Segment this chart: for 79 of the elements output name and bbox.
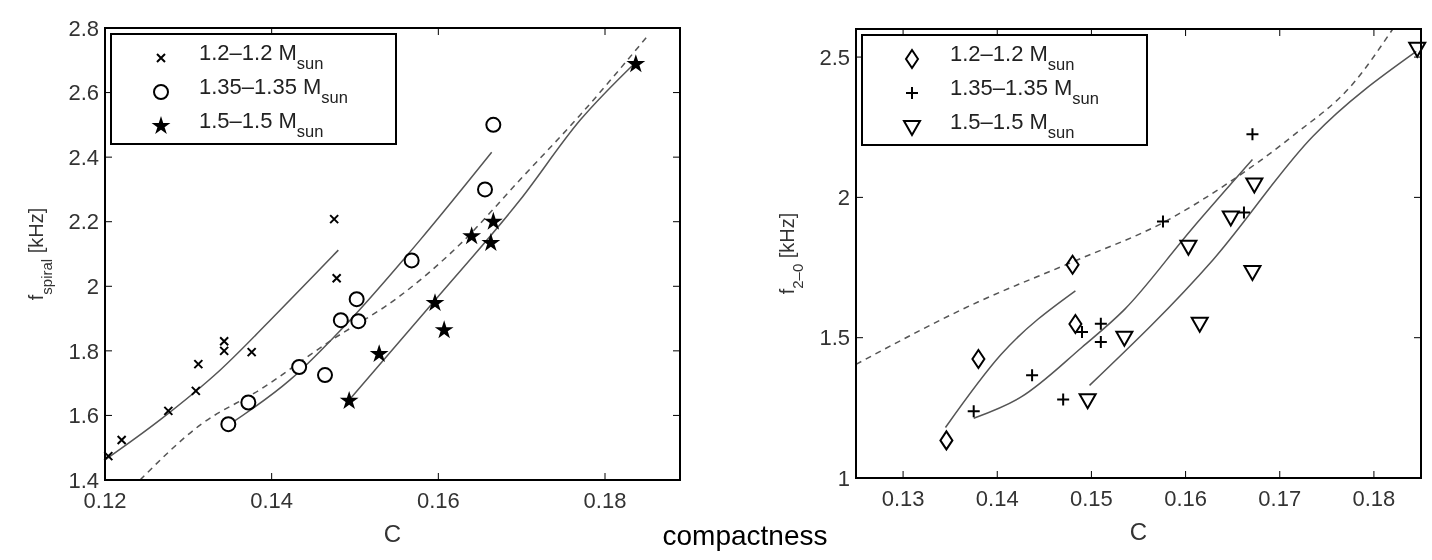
- y-tick-label: 2.8: [68, 15, 99, 41]
- point: [1093, 316, 1108, 331]
- point: [1078, 393, 1097, 410]
- point: [1025, 368, 1040, 383]
- x-tick-label: 0.15: [1070, 486, 1113, 511]
- line-series: [104, 249, 340, 461]
- point: [193, 359, 204, 370]
- point: [434, 320, 454, 339]
- point: [219, 345, 230, 356]
- point: [1236, 205, 1251, 220]
- y-tick-label: 2.2: [68, 209, 99, 235]
- point: [425, 293, 445, 312]
- y-tick-label: 2.5: [819, 44, 850, 70]
- x-tick-label: 0.16: [1164, 486, 1207, 511]
- point: [485, 116, 502, 133]
- point: [1065, 254, 1080, 275]
- point: [626, 54, 646, 73]
- y-tick-label: 1: [837, 465, 850, 491]
- x-tick-label: 0.14: [975, 486, 1019, 511]
- point: [1056, 392, 1071, 407]
- point: [1093, 334, 1108, 349]
- point: [350, 313, 367, 330]
- point: [329, 214, 340, 225]
- point: [116, 434, 127, 445]
- y-tick-label: 1.5: [819, 325, 850, 351]
- legend-label: 1.5–1.5 M$_{sun}$: [199, 108, 324, 140]
- legend-label: 1.2–1.2 M$_{sun}$: [950, 41, 1075, 73]
- point: [163, 405, 174, 416]
- x-axis-title: C: [1129, 518, 1148, 545]
- legend-label: 1.35–1.35 M$_{sun}$: [199, 74, 348, 106]
- point: [966, 404, 981, 419]
- point: [369, 344, 389, 363]
- x-tick-label: 0.16: [416, 488, 460, 513]
- point: [971, 349, 986, 370]
- point: [1190, 316, 1209, 333]
- point: [348, 291, 365, 308]
- point: [1408, 41, 1427, 58]
- point: [220, 416, 237, 433]
- point: [481, 233, 501, 252]
- legend-label: 1.2–1.2 M$_{sun}$: [199, 40, 324, 72]
- legend-label: 1.35–1.35 M$_{sun}$: [950, 75, 1099, 107]
- point: [317, 367, 333, 384]
- y-tick-label: 2.4: [68, 144, 99, 170]
- point: [483, 211, 503, 230]
- x-tick-label: 0.18: [1352, 486, 1396, 511]
- point: [246, 347, 257, 358]
- point: [462, 226, 482, 245]
- point: [1068, 313, 1083, 334]
- point: [939, 430, 954, 451]
- point: [103, 451, 114, 462]
- point: [1245, 127, 1260, 142]
- y-tick-label: 2: [86, 273, 99, 299]
- point: [331, 273, 342, 284]
- point: [240, 394, 257, 411]
- point: [291, 359, 308, 375]
- point: [1245, 177, 1264, 194]
- point: [219, 336, 230, 347]
- point: [1075, 325, 1089, 340]
- point: [190, 385, 201, 396]
- point: [332, 312, 349, 329]
- point: [1179, 239, 1198, 256]
- point: [403, 252, 420, 269]
- y-tick-label: 1.6: [68, 403, 99, 429]
- x-tick-label: 0.14: [250, 488, 294, 513]
- y-tick-label: 1.8: [68, 338, 99, 364]
- point: [1243, 265, 1262, 282]
- y-tick-label: 2.6: [68, 80, 99, 106]
- point: [1115, 330, 1134, 347]
- point: [1155, 214, 1170, 229]
- x-tick-label: 0.17: [1258, 486, 1302, 511]
- x-tick-label: 0.18: [583, 488, 627, 513]
- point: [339, 391, 359, 409]
- y-tick-label: 2: [837, 185, 850, 211]
- text: compactness: [662, 520, 828, 551]
- point: [1221, 210, 1240, 227]
- point: [477, 181, 493, 198]
- x-tick-label: 0.13: [881, 486, 925, 511]
- x-axis-title: C: [383, 520, 402, 547]
- legend-label: 1.5–1.5 M$_{sun}$: [950, 109, 1075, 141]
